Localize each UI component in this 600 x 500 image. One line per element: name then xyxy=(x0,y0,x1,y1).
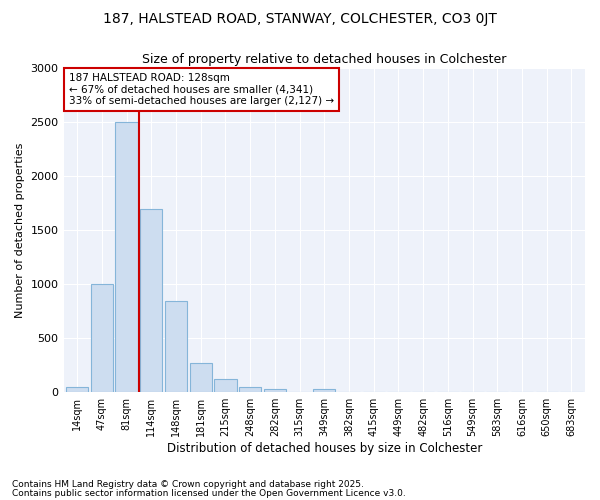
Bar xyxy=(214,379,236,392)
Text: Contains HM Land Registry data © Crown copyright and database right 2025.: Contains HM Land Registry data © Crown c… xyxy=(12,480,364,489)
Bar xyxy=(190,363,212,392)
Title: Size of property relative to detached houses in Colchester: Size of property relative to detached ho… xyxy=(142,52,506,66)
Bar xyxy=(239,387,261,392)
Bar xyxy=(264,389,286,392)
Text: 187, HALSTEAD ROAD, STANWAY, COLCHESTER, CO3 0JT: 187, HALSTEAD ROAD, STANWAY, COLCHESTER,… xyxy=(103,12,497,26)
Bar xyxy=(165,302,187,392)
Bar xyxy=(115,122,137,392)
Bar xyxy=(140,208,163,392)
Bar xyxy=(313,389,335,392)
Y-axis label: Number of detached properties: Number of detached properties xyxy=(15,142,25,318)
Bar xyxy=(66,387,88,392)
Text: Contains public sector information licensed under the Open Government Licence v3: Contains public sector information licen… xyxy=(12,488,406,498)
Bar xyxy=(91,284,113,392)
X-axis label: Distribution of detached houses by size in Colchester: Distribution of detached houses by size … xyxy=(167,442,482,455)
Text: 187 HALSTEAD ROAD: 128sqm
← 67% of detached houses are smaller (4,341)
33% of se: 187 HALSTEAD ROAD: 128sqm ← 67% of detac… xyxy=(69,73,334,106)
